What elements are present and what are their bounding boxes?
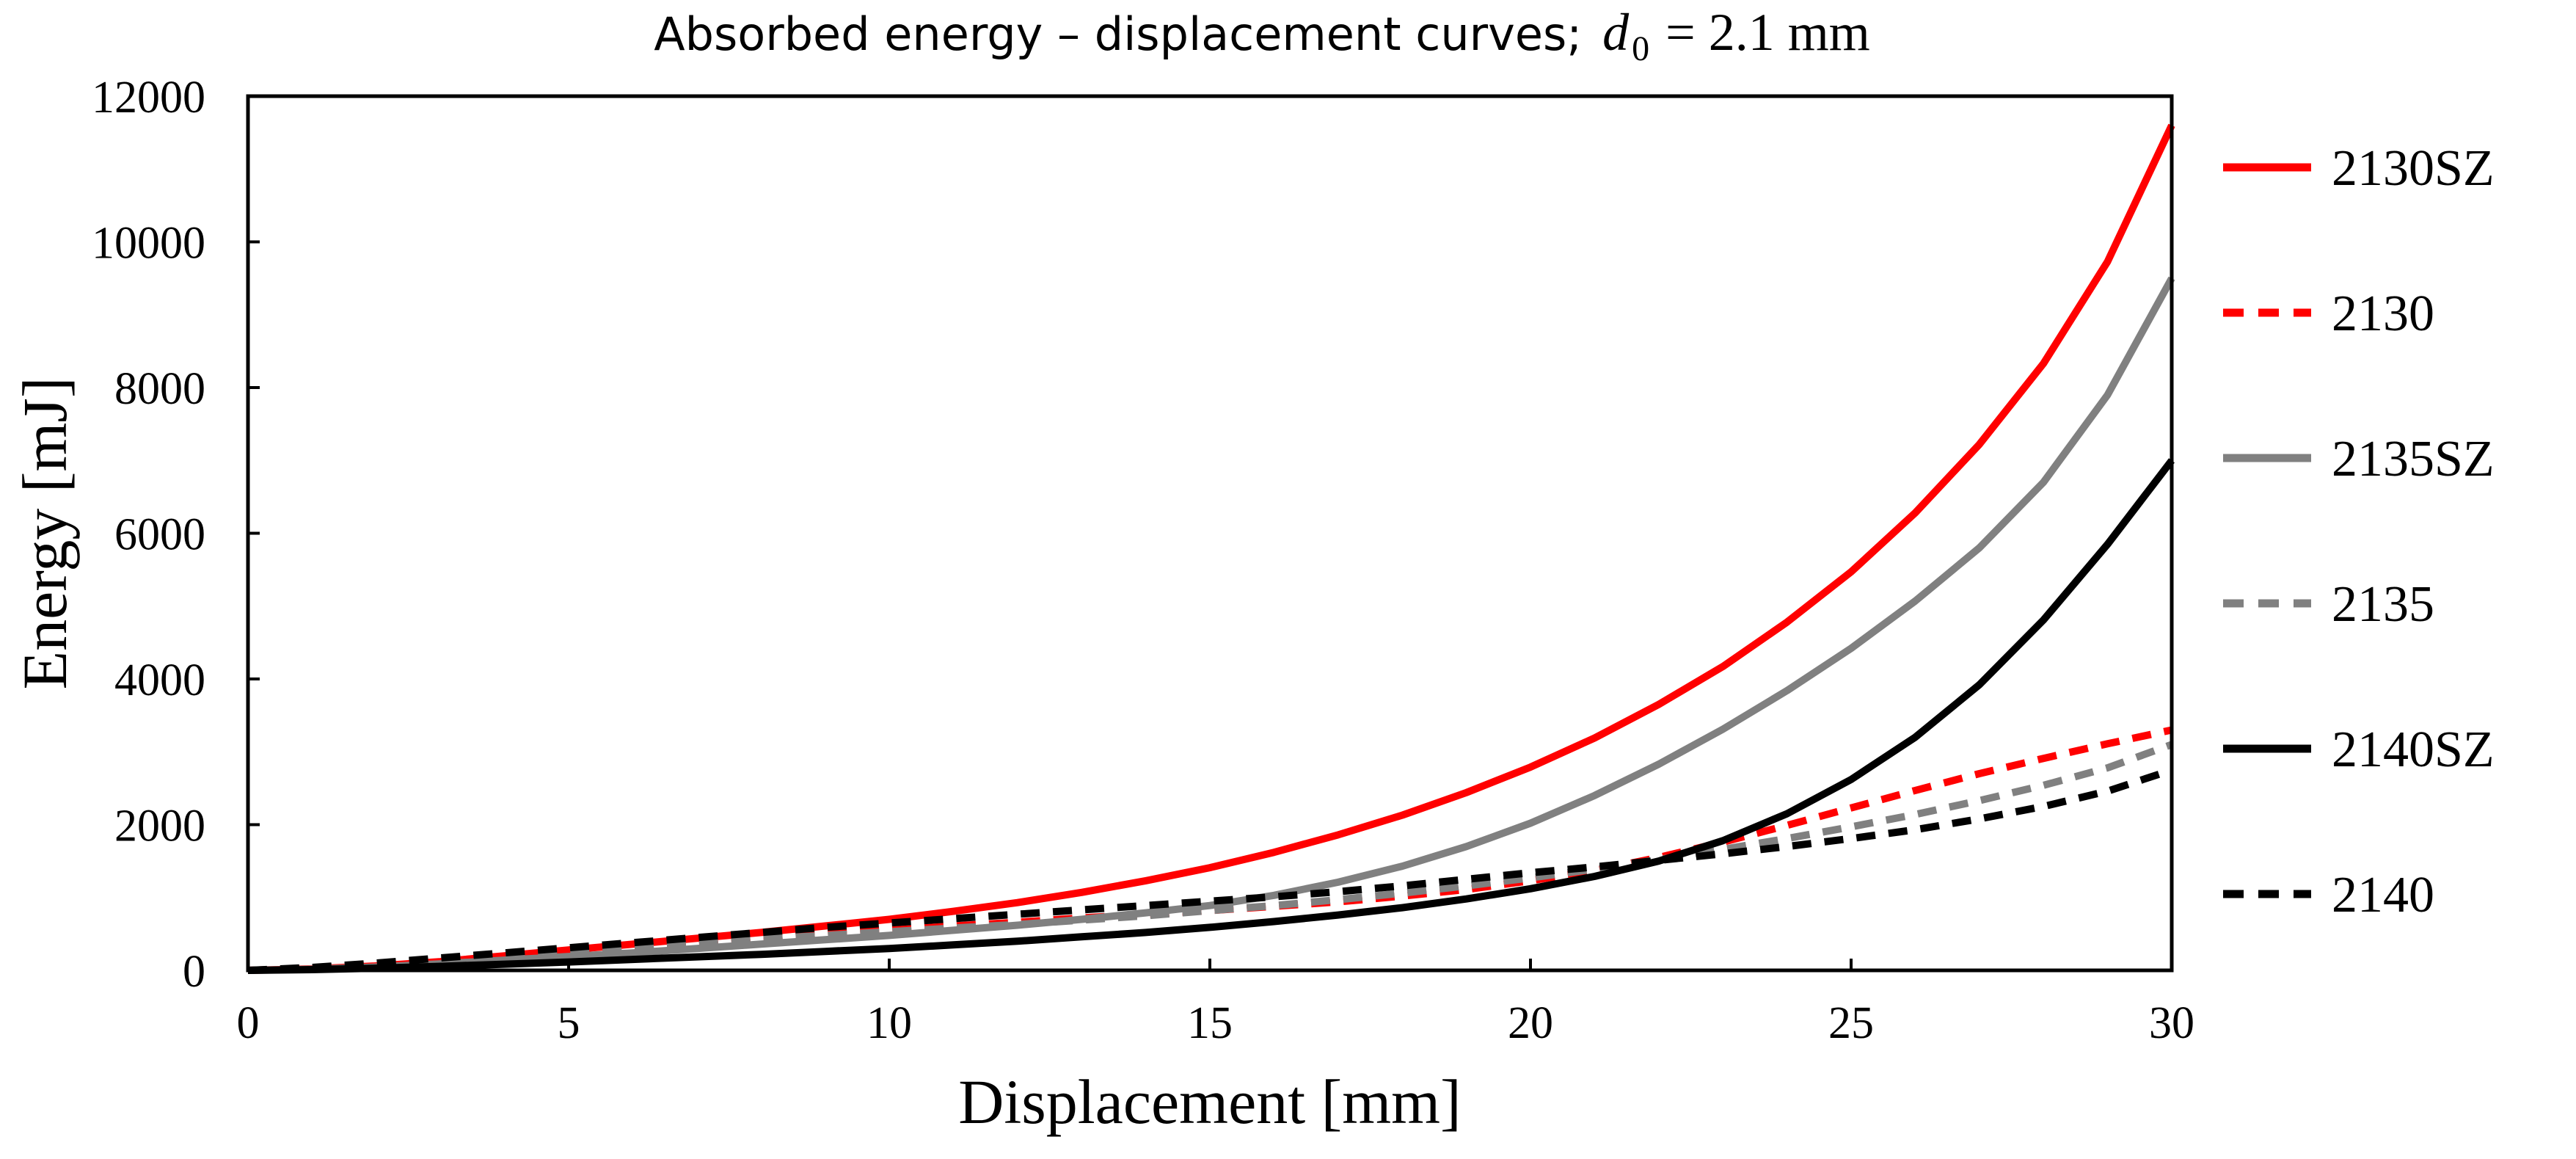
legend: 2130SZ 2130 2135SZ 2135 2140SZ 2140 bbox=[2223, 140, 2495, 923]
series-line-2135SZ bbox=[247, 276, 2175, 974]
y-tick-label: 10000 bbox=[92, 219, 205, 269]
y-tick-label: 4000 bbox=[114, 655, 205, 705]
legend-label-2130SZ: 2130SZ bbox=[2332, 140, 2495, 197]
x-tick-label: 5 bbox=[558, 998, 580, 1048]
axes: 0 5 10 15 20 25 30 0 2000 4000 6000 8000 10000 12000 bbox=[92, 73, 2194, 1048]
x-tick-label: 10 bbox=[866, 998, 912, 1048]
legend-label-2130: 2130 bbox=[2332, 286, 2434, 342]
x-tick-label: 20 bbox=[1508, 998, 1553, 1048]
series-line-2140SZ bbox=[247, 458, 2175, 974]
legend-label-2135: 2135 bbox=[2332, 576, 2434, 633]
series-line-2130 bbox=[247, 726, 2173, 974]
y-tick-label: 8000 bbox=[114, 364, 205, 414]
plot-frame bbox=[246, 94, 2174, 973]
chart-title-symbol: d bbox=[1602, 3, 1630, 62]
y-tick-label: 12000 bbox=[92, 73, 205, 123]
x-tick-label: 0 bbox=[237, 998, 260, 1048]
x-tick-label: 15 bbox=[1187, 998, 1233, 1048]
legend-label-2140: 2140 bbox=[2332, 867, 2434, 923]
chart-title-subscript: 0 bbox=[1632, 29, 1649, 68]
legend-label-2135SZ: 2135SZ bbox=[2332, 431, 2495, 487]
y-tick-label: 6000 bbox=[114, 510, 205, 560]
chart-title-equation: = 2.1 mm bbox=[1665, 3, 1870, 62]
plot-area bbox=[247, 123, 2175, 974]
x-axis-label: Displacement [mm] bbox=[958, 1067, 1461, 1137]
series-line-2135 bbox=[247, 741, 2173, 974]
y-tick-label: 0 bbox=[183, 947, 205, 997]
x-tick-label: 30 bbox=[2149, 998, 2194, 1048]
x-tick-label: 25 bbox=[1828, 998, 1874, 1048]
chart-title: Absorbed energy – displacement curves; d… bbox=[654, 3, 1870, 68]
y-axis-label: Energy [mJ] bbox=[10, 377, 80, 690]
legend-label-2140SZ: 2140SZ bbox=[2332, 722, 2495, 778]
series-line-2130SZ bbox=[247, 123, 2175, 974]
y-tick-label: 2000 bbox=[114, 802, 205, 851]
chart-title-text: Absorbed energy – displacement curves; bbox=[654, 7, 1582, 61]
